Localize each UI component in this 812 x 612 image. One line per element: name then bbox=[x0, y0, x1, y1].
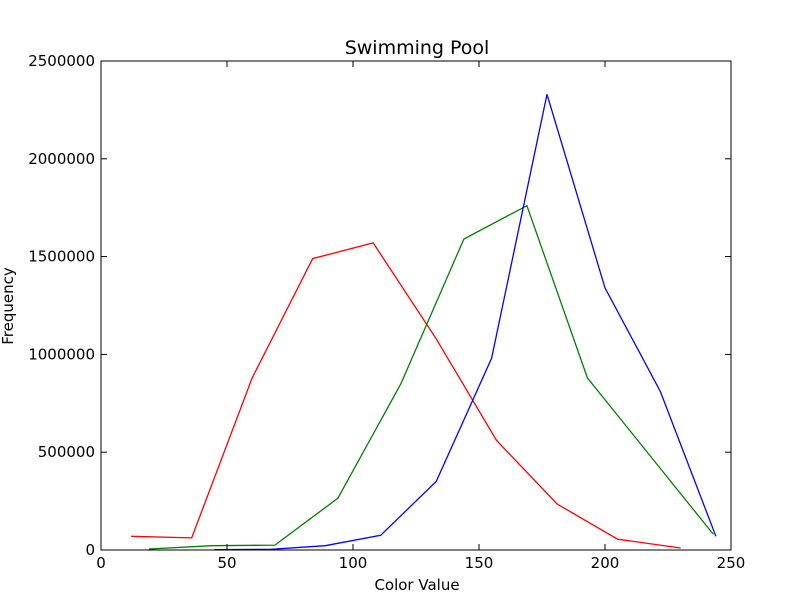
series-line-3 bbox=[214, 94, 717, 551]
series-line-2 bbox=[148, 204, 714, 550]
x-tick-label: 0 bbox=[96, 554, 106, 572]
y-axis-title: Frequency bbox=[0, 267, 17, 345]
ticks-group: 0 50 100 150 200 250 0 500000 1000000 1500000 2000… bbox=[28, 52, 745, 572]
y-tick-label: 500000 bbox=[38, 443, 95, 461]
y-tick-label: 2500000 bbox=[28, 52, 95, 70]
x-tick-label: 50 bbox=[217, 554, 236, 572]
plot-frame bbox=[100, 60, 732, 551]
chart-title: Swimming Pool bbox=[345, 37, 490, 59]
series-group bbox=[131, 94, 717, 551]
x-tick-label: 200 bbox=[591, 554, 620, 572]
y-tick-label: 1500000 bbox=[28, 248, 95, 266]
y-tick-label: 2000000 bbox=[28, 150, 95, 168]
x-axis-title: Color Value bbox=[374, 576, 459, 594]
y-tick-label: 1000000 bbox=[28, 345, 95, 363]
x-tick-label: 150 bbox=[465, 554, 494, 572]
y-tick-label: 0 bbox=[85, 541, 95, 559]
series-line-1 bbox=[131, 242, 681, 549]
x-tick-label: 250 bbox=[717, 554, 746, 572]
x-tick-label: 100 bbox=[339, 554, 368, 572]
